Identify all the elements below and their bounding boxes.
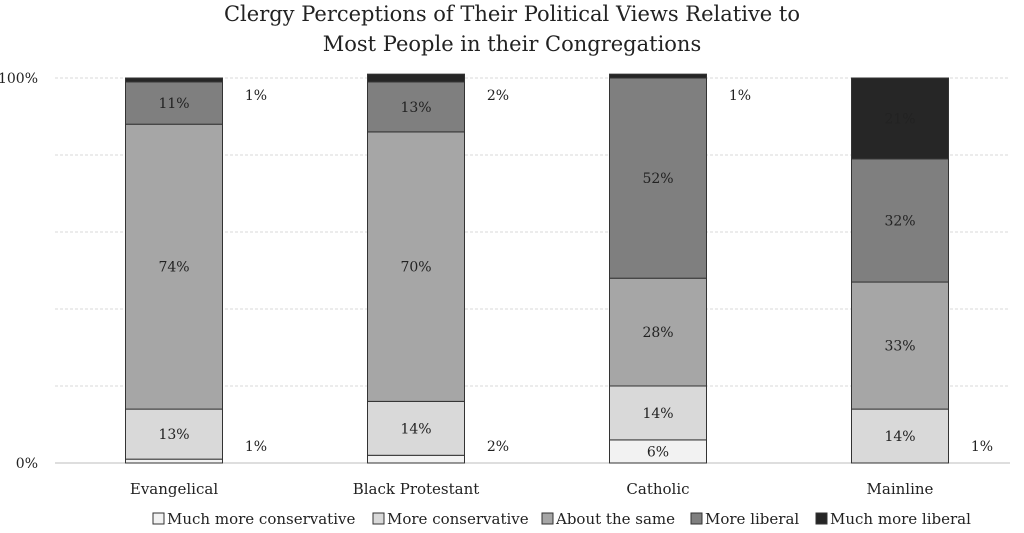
bar-segment [851,77,949,160]
bar-segment [367,131,465,402]
bar-segment [851,281,949,410]
data-label: 21% [884,111,915,127]
data-label: 13% [400,100,431,116]
x-axis-categories: Evangelical Black Protestant Catholic Mainl… [130,480,934,498]
bar-segment [367,400,465,456]
legend-label: More conservative [387,510,529,528]
data-label: 52% [642,171,673,187]
bar-segment [125,81,223,125]
data-label-outside: 1% [245,88,267,104]
chart-title: Clergy Perceptions of Their Political Vi… [224,2,800,56]
data-label: 6% [647,444,669,460]
bar-segment [609,277,707,387]
legend-label: About the same [555,510,675,528]
bar-segment [125,458,223,464]
data-label-outside: 1% [729,88,751,104]
data-label-outside: 2% [487,88,509,104]
legend-swatch [541,512,554,525]
data-label: 14% [642,406,673,422]
data-label: 74% [158,260,189,276]
legend: Much more conservative More conservative A… [152,510,971,528]
x-category-label: Black Protestant [353,480,480,498]
bar-segment [125,408,223,460]
chart-title-line-1: Clergy Perceptions of Their Political Vi… [224,2,800,26]
bar-segment [367,454,465,464]
bar-segment [367,81,465,133]
bar-segment [609,77,707,279]
y-tick-label: 0% [16,456,38,472]
x-category-label: Catholic [626,480,689,498]
data-label: 14% [400,421,431,437]
data-label-outside: 1% [245,439,267,455]
data-label: 11% [158,96,189,112]
gridlines [55,77,1010,464]
bar-segment [609,385,707,441]
data-label-outside: 2% [487,439,509,455]
bar-segment [851,158,949,283]
data-label: 70% [400,260,431,276]
y-tick-label: 100% [0,71,38,87]
x-category-label: Evangelical [130,480,218,498]
y-axis-ticks: 0% 100% [0,71,38,472]
data-label-outside: 1% [971,439,993,455]
legend-swatch [152,512,165,525]
legend-swatch [690,512,703,525]
data-label: 13% [158,427,189,443]
legend-label: More liberal [705,510,799,528]
legend-label: Much more liberal [830,510,971,528]
data-label: 33% [884,339,915,355]
data-label: 14% [884,429,915,445]
data-label: 28% [642,325,673,341]
bar-segment [125,77,223,83]
data-label: 32% [884,213,915,229]
bar-segment [609,73,707,79]
data-labels: 13% 74% 11% 1% 1% 14% 70% 13% 2% 2% 6% 14% 28% 52% 1% 1… [158,88,993,460]
legend-swatch [372,512,385,525]
bar-segment [367,73,465,83]
x-category-label: Mainline [867,480,934,498]
legend-label: Much more conservative [167,510,355,528]
bar-segment [851,408,949,464]
legend-swatch [815,512,828,525]
chart-title-line-2: Most People in their Congregations [323,32,702,56]
bars [125,73,949,464]
